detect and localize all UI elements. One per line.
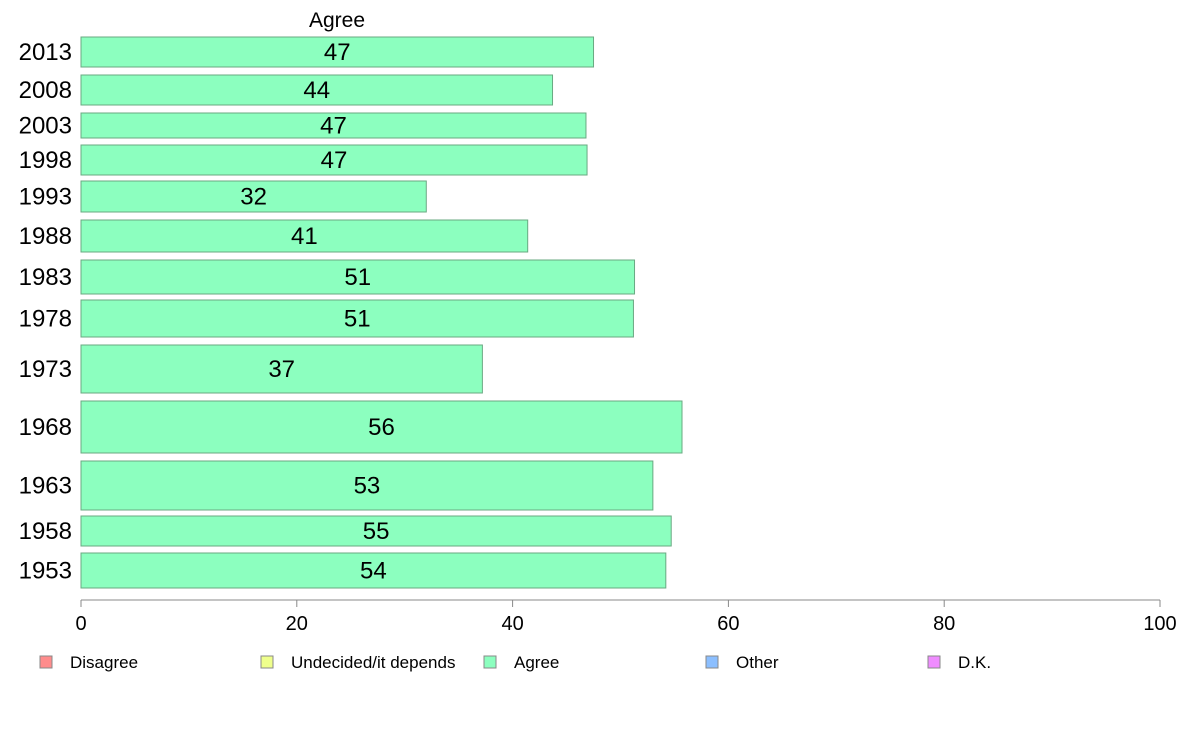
data-label: 55 xyxy=(363,518,390,545)
x-tick-label: 40 xyxy=(501,613,523,635)
legend-swatch xyxy=(39,655,53,669)
category-label: 1998 xyxy=(19,147,72,174)
category-label: 1988 xyxy=(19,223,72,250)
legend-item: Disagree xyxy=(39,653,138,672)
legend-item: Other xyxy=(705,653,779,672)
legend-item: Agree xyxy=(483,653,559,672)
category-label: 2003 xyxy=(19,113,72,140)
legend-label: Agree xyxy=(514,653,559,672)
legend-swatch xyxy=(483,655,497,669)
category-label: 2013 xyxy=(19,39,72,66)
bar xyxy=(80,515,672,547)
x-tick-label: 60 xyxy=(717,613,739,635)
data-label: 51 xyxy=(344,306,371,333)
bar xyxy=(80,299,634,338)
category-label: 1993 xyxy=(19,184,72,211)
legend-label: Undecided/it depends xyxy=(291,653,455,672)
bar xyxy=(80,259,636,295)
bar xyxy=(80,400,683,454)
bar xyxy=(80,112,587,139)
bar xyxy=(80,36,595,68)
legend-label: D.K. xyxy=(958,653,991,672)
x-tick-label: 20 xyxy=(286,613,308,635)
legend-swatch xyxy=(705,655,719,669)
data-label: 32 xyxy=(240,184,267,211)
bar xyxy=(80,74,554,106)
category-label: 1978 xyxy=(19,306,72,333)
x-tick-label: 0 xyxy=(75,613,86,635)
legend: Disagree Undecided/it depends Agree Other D.… xyxy=(39,653,991,672)
bar xyxy=(80,460,654,511)
category-label: 1968 xyxy=(19,414,72,441)
bar xyxy=(80,180,427,213)
data-label: 54 xyxy=(360,558,387,585)
bar xyxy=(80,219,529,253)
legend-swatch xyxy=(927,655,941,669)
category-label: 1983 xyxy=(19,264,72,291)
x-axis: 0 20 40 60 80 100 xyxy=(75,599,1177,635)
data-label: 51 xyxy=(344,264,371,291)
data-label: 47 xyxy=(321,147,348,174)
data-label: 44 xyxy=(303,77,330,104)
bars-layer: 2013 47 2008 44 2003 47 1998 47 1993 32 1988 41 1983… xyxy=(19,36,683,589)
legend-label: Disagree xyxy=(70,653,138,672)
x-tick-label: 80 xyxy=(933,613,955,635)
bar xyxy=(80,552,667,589)
legend-item: Undecided/it depends xyxy=(260,653,455,672)
category-label: 1973 xyxy=(19,356,72,383)
legend-item: D.K. xyxy=(927,653,991,672)
data-label: 41 xyxy=(291,223,318,250)
category-label: 2008 xyxy=(19,77,72,104)
x-tick-label: 100 xyxy=(1143,613,1176,635)
legend-label: Other xyxy=(736,653,779,672)
data-label: 47 xyxy=(320,113,347,140)
category-label: 1963 xyxy=(19,473,72,500)
category-label: 1958 xyxy=(19,518,72,545)
data-label: 37 xyxy=(268,356,295,383)
bar xyxy=(80,144,588,176)
data-label: 56 xyxy=(368,414,395,441)
category-label: 1953 xyxy=(19,558,72,585)
data-label: 47 xyxy=(324,39,351,66)
bar xyxy=(80,344,483,394)
data-label: 53 xyxy=(354,473,381,500)
legend-swatch xyxy=(260,655,274,669)
chart-title: Agree xyxy=(309,9,365,32)
